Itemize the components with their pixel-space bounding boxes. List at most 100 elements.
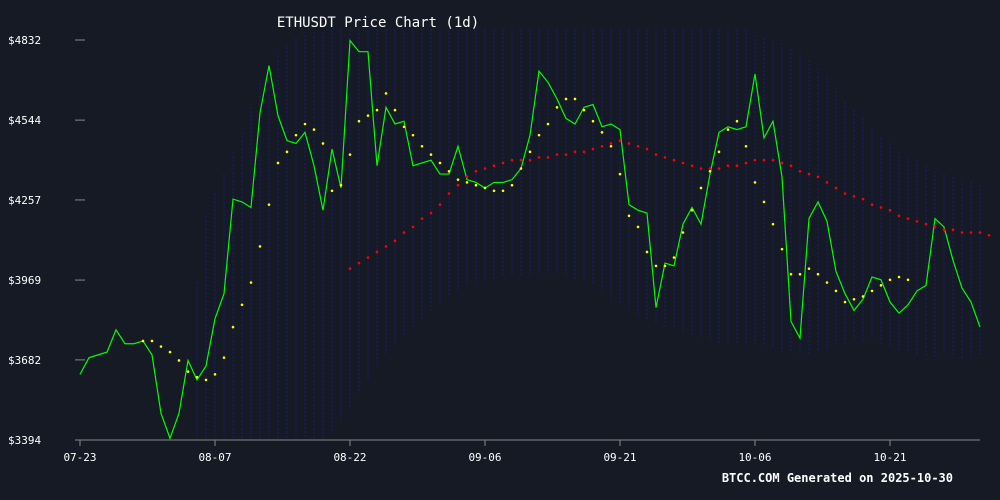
axes: $4832 $4544 $4257 $3969 $3682 $3394 07-23 08-07… (8, 34, 980, 464)
long_ma-point (672, 158, 676, 162)
short_ma-point (384, 92, 388, 95)
short_ma-point (267, 203, 271, 206)
long_ma-point (834, 186, 838, 190)
chart-footer: BTCC.COM Generated on 2025-10-30 (722, 471, 953, 485)
long_ma-point (780, 161, 784, 165)
short_ma-point (294, 133, 298, 137)
long_ma-point (726, 164, 730, 168)
short_ma-point (330, 189, 334, 193)
short_ma-point (699, 186, 703, 190)
long_ma-point (699, 167, 703, 170)
long_ma-point (402, 231, 406, 234)
short_ma-point (717, 150, 721, 154)
short_ma-point (690, 208, 694, 212)
short_ma-point (231, 325, 235, 329)
short_ma-point (204, 378, 208, 382)
short_ma-point (528, 150, 532, 154)
long_ma-point (735, 164, 739, 168)
short_ma-point (708, 169, 712, 173)
long_ma-point (528, 158, 532, 162)
long_ma-point (924, 222, 928, 226)
moving-average-layer (141, 92, 991, 382)
short_ma-point (537, 133, 541, 137)
short_ma-point (861, 295, 865, 298)
short_ma-point (636, 225, 640, 229)
short_ma-point (843, 300, 847, 304)
short_ma-point (609, 144, 613, 148)
short_ma-point (834, 289, 838, 293)
short_ma-point (195, 375, 199, 379)
short_ma-point (573, 97, 577, 101)
y-tick-label: $3969 (8, 274, 41, 287)
long_ma-point (852, 195, 856, 198)
short_ma-point (726, 128, 730, 131)
short_ma-point (150, 339, 154, 343)
short_ma-point (375, 108, 379, 112)
short_ma-point (825, 281, 829, 284)
long_ma-point (510, 158, 514, 162)
long_ma-point (411, 225, 415, 229)
x-tick-label: 09-06 (468, 451, 501, 464)
long_ma-point (807, 172, 811, 176)
y-tick-label: $4832 (8, 34, 41, 47)
short_ma-point (798, 272, 802, 276)
long_ma-point (897, 214, 901, 218)
short_ma-point (591, 119, 595, 123)
short_ma-point (312, 128, 316, 131)
long_ma-point (384, 245, 388, 248)
long_ma-point (681, 161, 685, 165)
short_ma-point (816, 272, 820, 276)
long_ma-point (789, 164, 793, 168)
short_ma-point (762, 200, 766, 204)
short_ma-point (411, 133, 415, 137)
short_ma-point (771, 222, 775, 226)
long_ma-point (375, 250, 379, 254)
short_ma-point (186, 370, 190, 373)
x-tick-label: 07-23 (63, 451, 96, 464)
long_ma-point (969, 231, 973, 234)
long_ma-point (537, 156, 541, 159)
long_ma-point (618, 139, 622, 142)
short_ma-point (600, 131, 604, 134)
long_ma-point (690, 164, 694, 168)
long_ma-point (501, 161, 505, 165)
volatility-band (196, 29, 981, 439)
short_ma-point (870, 289, 874, 293)
long_ma-point (546, 156, 550, 159)
long_ma-point (708, 167, 712, 170)
long_ma-point (645, 147, 649, 151)
short_ma-point (177, 359, 181, 362)
long_ma-point (465, 175, 469, 179)
long_ma-point (753, 158, 757, 162)
long_ma-point (492, 164, 496, 168)
short_ma-point (420, 144, 424, 148)
long_ma-point (348, 267, 352, 270)
long_ma-point (906, 217, 910, 220)
long_ma-point (564, 153, 568, 156)
short_ma-point (681, 231, 685, 234)
short_ma-point (501, 189, 505, 193)
long_ma-point (717, 167, 721, 170)
long_ma-point (600, 144, 604, 148)
long_ma-point (582, 150, 586, 154)
short_ma-point (789, 272, 793, 276)
short_ma-point (402, 125, 406, 129)
y-tick-label: $3682 (8, 354, 41, 367)
y-tick-label: $3394 (8, 434, 41, 447)
y-tick-label: $4257 (8, 194, 41, 207)
short_ma-point (906, 278, 910, 282)
short_ma-point (780, 247, 784, 251)
long_ma-point (825, 181, 829, 184)
long_ma-point (816, 175, 820, 179)
short_ma-point (852, 297, 856, 301)
y-tick-label: $4544 (8, 114, 41, 127)
x-tick-label: 10-06 (738, 451, 771, 464)
long_ma-point (654, 153, 658, 156)
long_ma-point (483, 167, 487, 170)
x-tick-label: 08-07 (198, 451, 231, 464)
price-line (79, 38, 981, 441)
long_ma-point (393, 239, 397, 243)
short_ma-point (276, 161, 280, 165)
